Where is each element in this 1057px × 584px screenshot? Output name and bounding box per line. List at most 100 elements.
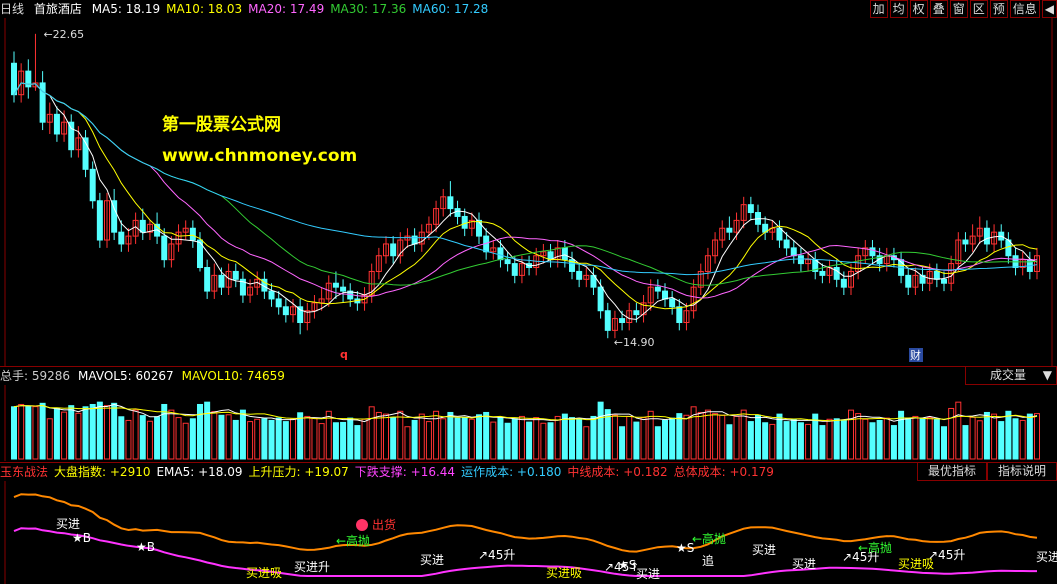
candle-body	[819, 270, 826, 276]
period-label[interactable]: 日线	[0, 2, 25, 16]
high-price-label: ←22.65	[43, 28, 84, 41]
volume-bar	[461, 417, 468, 460]
event-marker-q: q	[340, 348, 348, 361]
volume-bar	[146, 420, 153, 460]
toolbar-button-1[interactable]: 均	[889, 0, 908, 18]
volume-bar	[332, 422, 339, 460]
candle-body	[840, 278, 847, 288]
volume-bar	[561, 413, 568, 460]
toolbar-button-2[interactable]: 权	[909, 0, 928, 18]
candle-body	[139, 219, 146, 233]
volume-bar	[211, 411, 218, 460]
indicator-annotation: ↗45升	[842, 550, 879, 564]
candle-body	[39, 82, 46, 123]
volume-bar	[154, 416, 161, 460]
volume-bar	[340, 421, 347, 460]
candle-body	[790, 247, 797, 257]
volume-bar	[483, 411, 490, 460]
volume-bar	[898, 410, 905, 460]
volume-bar	[247, 421, 254, 460]
candle-body	[647, 286, 654, 304]
volume-bar	[32, 406, 39, 460]
chart-header: 日线 首旅酒店 MA5: 18.19 MA10: 18.03 MA20: 17.49…	[0, 0, 1057, 18]
candle-body	[1019, 259, 1026, 269]
candle-body	[239, 278, 246, 296]
volume-bar	[261, 418, 268, 460]
volume-bar	[46, 418, 53, 460]
volume-bar	[304, 415, 311, 460]
indicator-stat-5: 运作成本: +0.180	[461, 465, 562, 479]
candle-body	[504, 259, 511, 265]
volume-bar	[626, 415, 633, 460]
volume-bar	[290, 418, 296, 460]
volume-bar	[1034, 413, 1040, 460]
volume-stat-0: 总手: 59286	[0, 369, 71, 383]
toolbar-button-5[interactable]: 区	[969, 0, 988, 18]
volume-bar	[933, 418, 940, 460]
volume-bar	[504, 422, 511, 460]
candle-body	[983, 227, 990, 245]
volume-bar	[383, 413, 389, 460]
candle-body	[468, 219, 475, 229]
indicator-annotation: 买进吸	[246, 566, 282, 580]
volume-bar	[747, 421, 754, 460]
toolbar-button-0[interactable]: 加	[869, 0, 888, 18]
volume-bar	[704, 409, 711, 460]
candle-body	[640, 302, 647, 316]
volume-bar	[733, 415, 740, 460]
indicator-button-1[interactable]: 指标说明	[986, 462, 1057, 481]
candle-body	[111, 200, 118, 233]
volume-bar	[189, 418, 196, 460]
candle-body	[125, 235, 132, 245]
volume-bar	[139, 415, 146, 460]
volume-bar	[132, 409, 139, 460]
candle-body	[969, 235, 976, 245]
volume-bar	[948, 407, 955, 460]
indicator-button-0[interactable]: 最优指标	[916, 462, 987, 481]
volume-bar	[225, 414, 232, 460]
volume-bar	[397, 410, 404, 460]
volume-bar	[440, 418, 447, 460]
volume-bar	[447, 411, 454, 460]
toolbar-button-8[interactable]: ◀	[1041, 0, 1057, 18]
indicator-stat-0: 玉东战法	[0, 465, 49, 479]
volume-bar	[197, 403, 203, 460]
volume-bar	[848, 409, 854, 460]
candle-body	[168, 243, 175, 261]
indicator-annotation: ←高抛	[692, 531, 726, 546]
toolbar-button-6[interactable]: 预	[989, 0, 1008, 18]
candle-body	[962, 239, 969, 245]
candle-body	[75, 137, 82, 151]
volume-bar	[325, 410, 332, 460]
volume-bar	[719, 414, 726, 460]
candle-body	[569, 259, 575, 272]
volume-chart[interactable]	[0, 385, 1057, 461]
toolbar-button-7[interactable]: 信息	[1009, 0, 1040, 18]
indicator-annotation: ←高抛	[336, 533, 370, 548]
ma-value-3: MA30: 17.36	[330, 2, 407, 16]
volume-bar	[275, 417, 282, 460]
toolbar-button-4[interactable]: 窗	[949, 0, 968, 18]
price-chart[interactable]: ←22.65 ←14.90 q 财	[0, 18, 1057, 366]
volume-indicator-select[interactable]: 成交量 ▼	[965, 366, 1057, 385]
toolbar-button-3[interactable]: 叠	[929, 0, 948, 18]
candle-body	[82, 137, 89, 170]
volume-bar	[53, 407, 60, 460]
volume-bar	[390, 417, 397, 460]
candle-body	[25, 70, 32, 88]
candle-body	[719, 227, 726, 241]
volume-bar	[840, 419, 847, 460]
candle-body	[211, 274, 218, 292]
candle-body	[561, 247, 568, 261]
indicator-stat-3: 上升压力: +19.07	[248, 465, 349, 479]
volume-bar	[790, 418, 797, 460]
volume-bar	[876, 419, 883, 460]
candle-body	[697, 270, 704, 288]
candle-body	[604, 310, 611, 331]
indicator-buttons: 最优指标 指标说明	[916, 462, 1057, 481]
volume-bar	[669, 417, 676, 460]
indicator-annotation: 买进吸	[898, 557, 934, 571]
candle-body	[1034, 255, 1040, 272]
volume-bar	[962, 425, 969, 460]
